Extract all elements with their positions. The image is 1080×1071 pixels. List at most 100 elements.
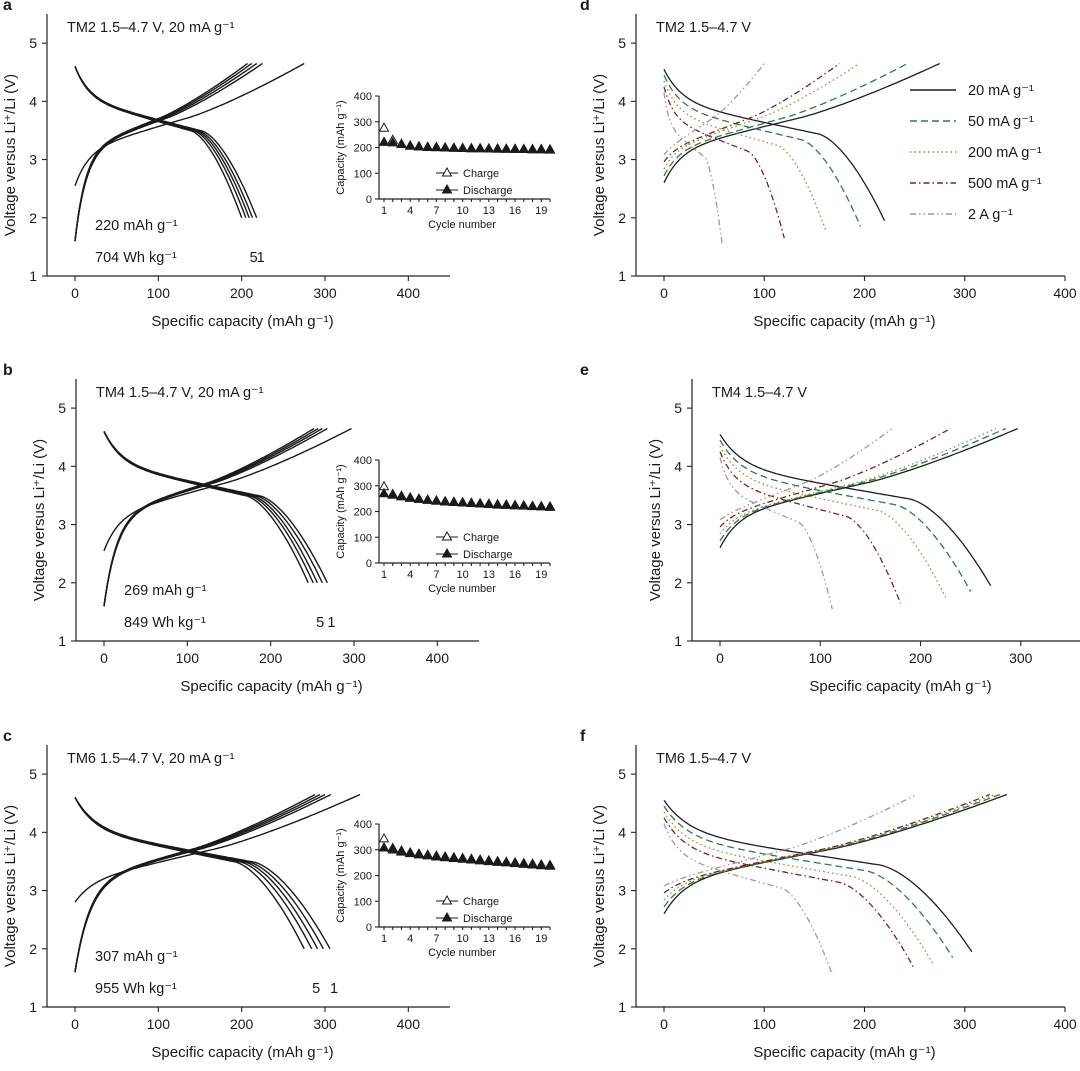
inset-discharge-marker [404, 847, 416, 858]
inset-discharge-marker [483, 143, 495, 153]
rate-charge-curve [663, 793, 996, 901]
inset-discharge-marker [544, 501, 556, 511]
rate-discharge-curve [719, 439, 972, 592]
rate-discharge-curve [719, 451, 902, 604]
capacity-label: 269 mAh g⁻¹ [124, 583, 207, 599]
y-axis-title: Voltage versus Li⁺/Li (V) [2, 805, 19, 967]
x-axis-title: Specific capacity (mAh g⁻¹) [151, 313, 333, 330]
y-tick-label: 4 [618, 824, 626, 840]
inset-y-tick-label: 0 [366, 558, 372, 570]
rate-discharge-curve [663, 86, 785, 239]
inset-x-tick-label: 10 [457, 205, 469, 217]
inset-discharge-marker [396, 846, 407, 856]
inset-discharge-marker [439, 141, 451, 152]
rate-charge-curve [663, 62, 840, 163]
y-axis-title: Voltage versus Li⁺/Li (V) [647, 439, 664, 601]
y-tick-label: 2 [29, 941, 37, 957]
inset-x-tick-label: 4 [407, 569, 413, 581]
inset-x-tick-label: 10 [457, 569, 469, 581]
inset-y-tick-label: 100 [354, 168, 372, 180]
charge-curve [74, 793, 321, 973]
inset-discharge-marker [535, 859, 547, 870]
y-tick-label: 4 [674, 458, 682, 474]
y-tick-label: 3 [618, 152, 626, 168]
inset-y-tick-label: 300 [354, 845, 372, 857]
inset-y-title: Capacity (mAh g⁻¹) [335, 100, 347, 194]
rate-discharge-curve [719, 445, 947, 598]
y-tick-label: 5 [674, 400, 682, 416]
y-tick-label: 5 [618, 35, 626, 51]
inset-discharge-marker [535, 500, 547, 511]
inset-discharge-marker [457, 853, 468, 863]
inset-discharge-marker [422, 849, 434, 860]
inset-discharge-marker [466, 854, 477, 864]
rate-discharge-curve [663, 805, 954, 958]
y-tick-label: 3 [618, 883, 626, 899]
x-tick-label: 0 [71, 1016, 79, 1032]
inset-x-tick-label: 13 [483, 569, 495, 581]
discharge-curve [103, 431, 309, 584]
x-tick-label: 100 [753, 285, 777, 301]
rate-discharge-curve [719, 457, 833, 610]
inset-y-tick-label: 0 [366, 194, 372, 206]
inset-x-tick-label: 19 [535, 205, 547, 217]
x-tick-label: 200 [909, 650, 933, 666]
panel-f: f 0 100 200 300 400 1 2 3 4 5 Specific capacity (mA… [580, 728, 1077, 1061]
inset-discharge-marker [404, 492, 416, 502]
panel-header: TM2 1.5–4.7 V [656, 20, 751, 36]
inset-discharge-marker [439, 495, 451, 506]
discharge-curve [103, 431, 323, 584]
inset-discharge-marker [413, 493, 425, 503]
legend-label-discharge: Discharge [463, 913, 513, 925]
inset-x-tick-label: 16 [509, 205, 521, 217]
legend-label: 200 mA g⁻¹ [968, 145, 1042, 161]
inset-discharge-marker [474, 498, 486, 508]
x-tick-label: 400 [1053, 285, 1077, 301]
rate-charge-curve [663, 793, 917, 887]
inset-discharge-marker [387, 136, 399, 147]
inset-y-tick-label: 0 [366, 922, 372, 934]
inset-discharge-marker [544, 144, 556, 154]
inset-discharge-marker [509, 857, 521, 868]
inset-discharge-marker [466, 142, 477, 153]
inset-discharge-marker [396, 490, 407, 501]
panel-e: e010020030040012345Specific capacity (mA… [580, 362, 1080, 695]
y-axis-title: Voltage versus Li⁺/Li (V) [591, 74, 608, 236]
legend-marker-discharge [441, 183, 453, 194]
discharge-curve [103, 431, 328, 584]
x-tick-label: 400 [1053, 1016, 1077, 1032]
x-tick-label: 300 [313, 285, 337, 301]
rate-charge-curve [663, 62, 940, 184]
y-tick-label: 1 [29, 999, 37, 1015]
rate-discharge-curve [663, 817, 916, 970]
inset-x-tick-label: 16 [509, 933, 521, 945]
x-tick-label: 200 [853, 1016, 877, 1032]
panel-d: d 0 100 200 300 400 1 2 3 4 5 Specific capacity (mA… [580, 0, 1077, 330]
charge-curve [74, 62, 248, 242]
charge-curve [74, 62, 305, 187]
legend-marker-discharge [441, 911, 453, 922]
rate-charge-curve [719, 427, 1018, 549]
inset-discharge-marker [474, 854, 486, 865]
x-tick-label: 0 [100, 650, 108, 666]
inset-discharge-marker [492, 143, 503, 153]
x-tick-label: 0 [660, 285, 668, 301]
cycle-label-5: 5 [312, 981, 320, 997]
inset-discharge-marker [492, 499, 503, 509]
y-tick-label: 2 [674, 575, 682, 591]
inset-discharge-marker [387, 489, 399, 499]
y-axis-title: Voltage versus Li⁺/Li (V) [31, 439, 48, 601]
x-tick-label: 200 [853, 285, 877, 301]
inset-y-tick-label: 400 [354, 91, 372, 103]
x-tick-label: 300 [313, 1016, 337, 1032]
inset-discharge-marker [509, 499, 521, 510]
rate-discharge-curve [663, 92, 723, 245]
x-tick-label: 400 [397, 285, 421, 301]
rate-discharge-curve [663, 74, 862, 227]
inset-discharge-marker [431, 141, 442, 151]
inset-discharge-marker [492, 856, 503, 866]
y-tick-label: 3 [674, 517, 682, 533]
cycle-label-1: 1 [327, 615, 335, 631]
